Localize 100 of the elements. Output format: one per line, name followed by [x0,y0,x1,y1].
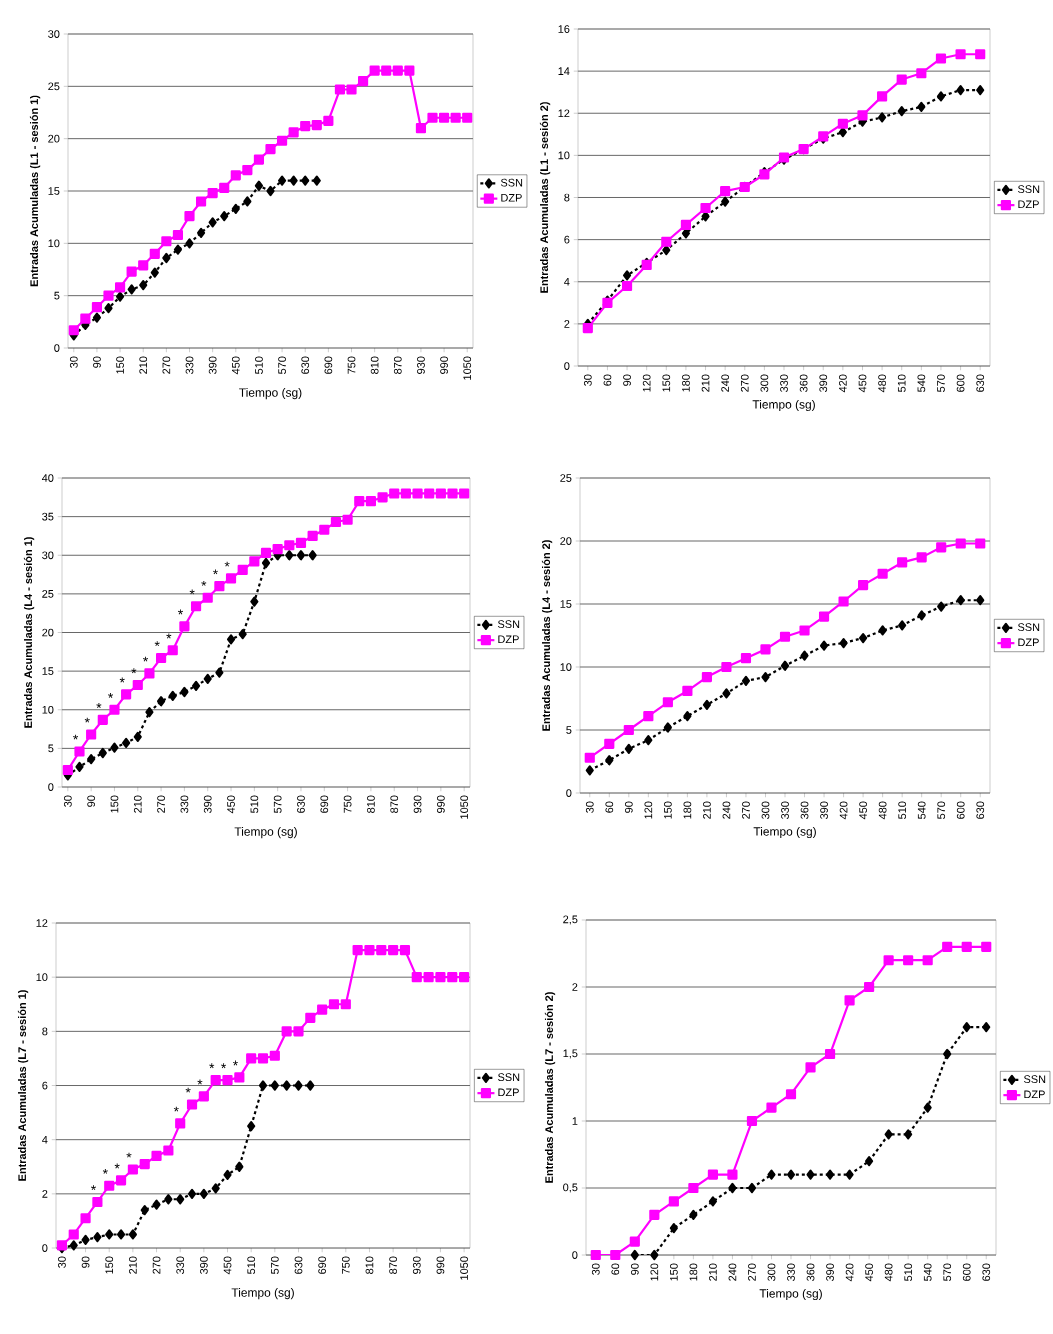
y-tick-label: 0 [48,783,54,791]
x-tick-label: 90 [81,1256,90,1268]
x-tick-label: 480 [878,374,886,393]
x-tick-label: 240 [722,801,731,819]
annotation: * [96,703,102,708]
y-tick-label: 1,5 [563,1049,578,1059]
x-tick-label: 390 [819,374,828,392]
x-tick-label: 630 [976,801,985,819]
x-tick-label: 600 [956,801,965,819]
y-tick-label: 5 [48,744,54,753]
annotation: * [178,609,183,615]
x-tick-label: 600 [956,374,965,392]
x-tick-label: 330 [180,795,189,813]
y-tick-label: 16 [558,25,570,33]
x-tick-label: 510 [897,374,906,392]
x-tick-label: 150 [664,801,672,819]
annotation: * [102,1168,108,1174]
x-tick-label: 450 [865,1263,873,1282]
x-tick-label: 30 [585,801,594,813]
y-tick-label: 12 [36,919,48,927]
y-tick-label: 1 [572,1117,578,1125]
annotation: * [173,1106,179,1112]
x-tick-label: 180 [683,801,692,819]
annotation: * [166,633,172,639]
annotation: * [201,580,207,586]
x-axis-title: Tiempo (sg) [752,399,815,412]
x-tick-label: 210 [709,1263,717,1281]
annotation: * [189,589,195,595]
legend-label: SSN [1018,185,1040,194]
annotation: * [232,1060,238,1066]
y-axis-title: Entradas Acumuladas (L7 - sesión 1) [17,990,29,1181]
x-tick-label: 90 [630,1263,639,1275]
y-tick-label: 2,5 [563,915,578,925]
y-axis-title: Entradas Acumuladas (L4 - sesión 1) [23,537,35,728]
x-tick-label: 390 [826,1263,834,1281]
x-tick-label: 690 [318,1256,327,1274]
y-tick-label: 12 [558,109,570,118]
x-tick-label: 480 [878,801,887,820]
x-tick-label: 450 [858,374,867,393]
x-tick-label: 240 [721,374,730,392]
x-tick-label: 120 [644,801,653,819]
y-tick-label: 15 [48,187,60,195]
x-axis-title: Tiempo (sg) [234,827,297,839]
legend-label: SSN [498,1073,520,1082]
y-tick-label: 4 [564,277,570,286]
x-tick-label: 450 [231,356,240,375]
x-tick-label: 750 [343,795,352,813]
x-tick-label: 30 [69,356,78,368]
x-tick-label: 180 [689,1263,698,1281]
annotation: * [185,1087,191,1093]
y-tick-label: 8 [42,1027,48,1036]
y-tick-label: 0 [564,362,570,370]
y-tick-label: 0 [42,1244,48,1252]
x-tick-label: 270 [152,1256,161,1274]
x-tick-label: 750 [341,1256,350,1274]
x-tick-label: 360 [806,1263,815,1281]
y-tick-label: 2 [572,983,578,991]
x-tick-label: 510 [904,1263,913,1281]
y-tick-label: 10 [42,705,54,714]
y-tick-label: 0 [54,344,60,352]
x-tick-label: 270 [162,356,171,374]
x-tick-label: 90 [93,356,101,368]
y-tick-label: 40 [41,474,54,482]
annotation: * [209,1063,215,1069]
x-tick-label: 1050 [460,1256,468,1280]
y-tick-label: 25 [42,590,54,598]
y-tick-label: 14 [558,67,570,75]
annotation: * [143,656,149,662]
x-tick-label: 690 [320,795,329,813]
x-tick-label: 360 [800,801,809,819]
x-tick-label: 810 [370,356,379,374]
x-tick-label: 60 [603,374,612,386]
x-tick-label: 120 [650,1263,659,1281]
annotation: * [126,1152,132,1158]
y-tick-label: 20 [42,628,54,637]
x-tick-label: 390 [208,356,217,374]
x-tick-label: 750 [347,356,356,374]
x-tick-label: 210 [129,1256,137,1274]
y-tick-label: 15 [560,600,572,608]
x-tick-label: 360 [799,374,808,392]
x-tick-label: 870 [393,356,402,374]
x-tick-label: 210 [139,356,148,374]
x-tick-label: 390 [820,801,828,819]
y-tick-label: 6 [564,235,570,244]
x-tick-label: 90 [624,801,633,813]
y-tick-label: 0 [572,1251,578,1259]
x-tick-label: 1050 [463,356,472,380]
y-axis-title: Entradas Acumuladas (L7 - sesión 2) [544,992,556,1183]
y-tick-label: 20 [48,134,60,143]
y-tick-label: 20 [560,537,572,545]
x-tick-label: 300 [767,1263,776,1281]
x-tick-label: 330 [176,1256,185,1274]
x-axis-title: Tiempo (sg) [239,388,302,400]
x-tick-label: 90 [623,374,631,386]
y-tick-label: 10 [36,973,48,982]
y-tick-label: 30 [48,30,60,38]
y-tick-label: 35 [42,512,54,521]
x-tick-label: 630 [301,356,310,374]
y-tick-label: 0,5 [563,1183,578,1193]
x-tick-label: 570 [273,795,282,813]
